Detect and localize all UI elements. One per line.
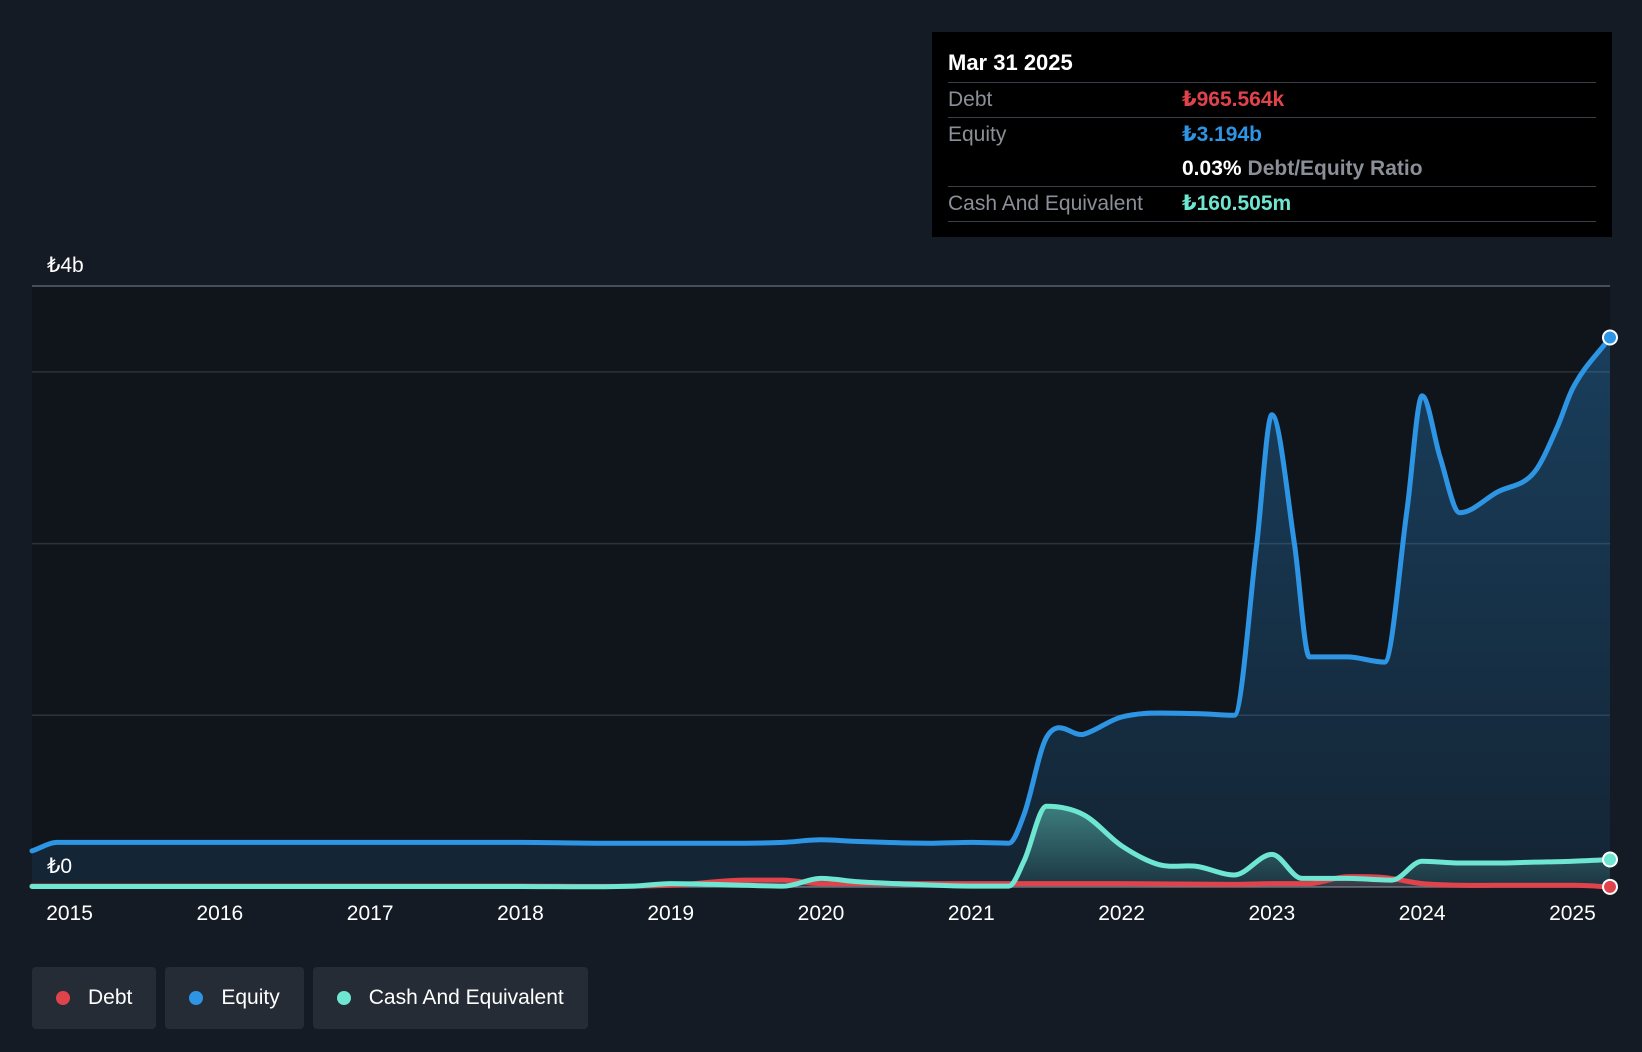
cash-line: [29, 803, 1613, 890]
equity-line: [29, 335, 1613, 854]
tooltip-date: Mar 31 2025: [948, 50, 1073, 75]
x-tick-label: 2016: [196, 902, 243, 925]
tooltip-cash-row: Cash And Equivalent ₺160.505m: [948, 186, 1596, 222]
x-tick-label: 2021: [948, 902, 995, 925]
tooltip-cash-label: Cash And Equivalent: [948, 192, 1143, 215]
tooltip-debt-value: ₺965.564k: [1182, 88, 1285, 111]
x-tick-label: 2022: [1098, 902, 1145, 925]
legend-label-cash: Cash And Equivalent: [368, 986, 564, 1009]
legend-item-debt[interactable]: Debt: [32, 967, 157, 1029]
series-end-markers: [1602, 329, 1618, 895]
tooltip-panel: Mar 31 2025 Debt ₺965.564k Equity ₺3.194…: [932, 32, 1612, 237]
tooltip-equity-label: Equity: [948, 123, 1007, 146]
legend-label-equity: Equity: [221, 986, 280, 1009]
x-tick-label: 2017: [347, 902, 394, 925]
x-tick-label: 2019: [647, 902, 694, 925]
cash-end-marker: [1602, 851, 1618, 868]
tooltip-debt-row: Debt ₺965.564k: [948, 82, 1596, 117]
y-tick-label: ₺0: [47, 855, 72, 878]
tooltip-debt-label: Debt: [948, 88, 993, 111]
legend-item-cash[interactable]: Cash And Equivalent: [312, 967, 588, 1029]
equity-end-marker: [1602, 329, 1618, 346]
legend-dot-debt: [56, 991, 70, 1005]
tooltip-ratio-row: 0.03% Debt/Equity Ratio: [948, 152, 1596, 186]
tooltip-equity-value: ₺3.194b: [1182, 123, 1262, 146]
x-axis-ticks: 2015 2016 2017 2018 2019 2020 2021 2022 2023 2024…: [46, 902, 1596, 925]
x-tick-label: 2024: [1399, 902, 1446, 925]
series-lines: [29, 335, 1613, 890]
debt-end-marker: [1602, 878, 1618, 895]
x-tick-label: 2018: [497, 902, 544, 925]
y-axis-ticks: ₺0 ₺4b: [47, 254, 84, 878]
tooltip-equity-row: Equity ₺3.194b: [948, 117, 1596, 152]
x-tick-label: 2023: [1248, 902, 1295, 925]
y-tick-label: ₺4b: [47, 254, 84, 277]
tooltip-ratio-value: 0.03%: [1182, 157, 1242, 180]
legend-item-equity[interactable]: Equity: [165, 967, 304, 1029]
x-tick-label: 2015: [46, 902, 93, 925]
tooltip-cash-value: ₺160.505m: [1182, 192, 1292, 215]
legend-label-debt: Debt: [88, 986, 133, 1009]
legend-dot-equity: [189, 991, 204, 1005]
x-tick-label: 2025: [1549, 902, 1596, 925]
equity-area: [32, 337, 1610, 887]
legend: Debt Equity Cash And Equivalent: [32, 967, 588, 1029]
x-tick-label: 2020: [798, 902, 845, 925]
legend-dot-cash: [336, 991, 351, 1005]
tooltip-ratio-label: Debt/Equity Ratio: [1247, 157, 1423, 180]
cash-area: [32, 806, 1610, 887]
